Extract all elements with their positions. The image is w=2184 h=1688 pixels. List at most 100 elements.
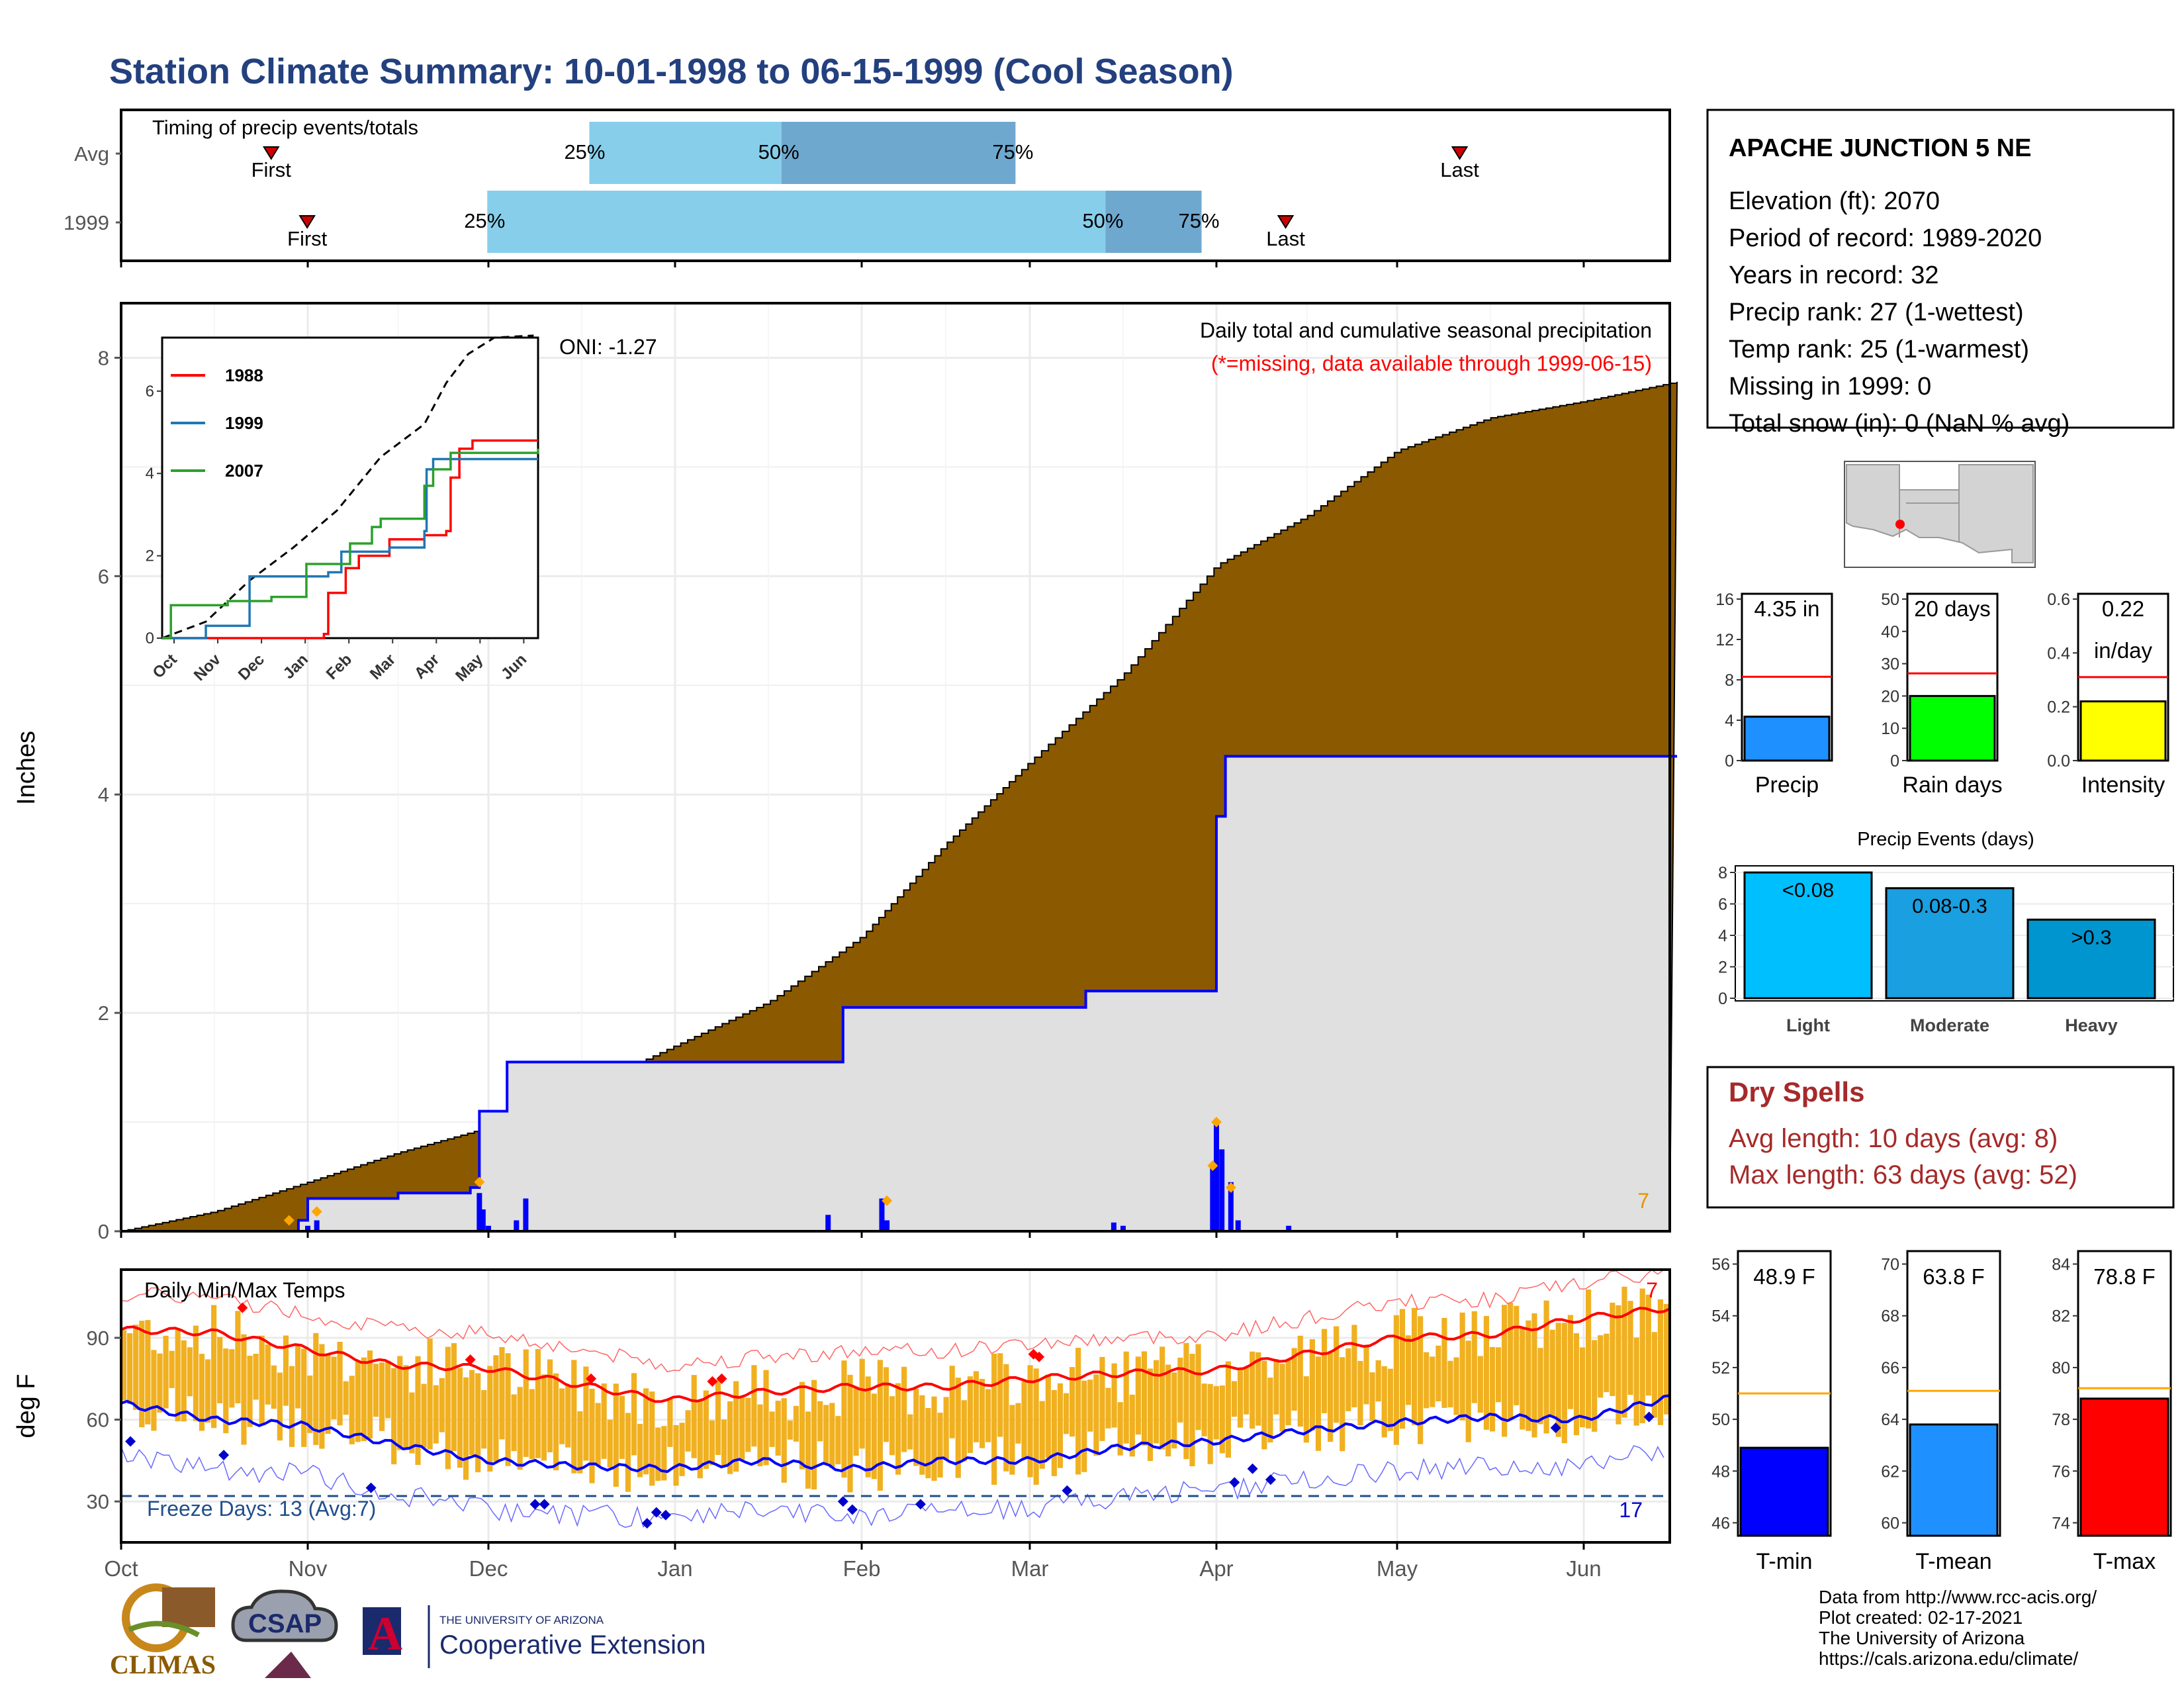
daily-temp-bar: [169, 1350, 175, 1388]
precip-ytick-label: 2: [98, 1002, 109, 1025]
daily-temp-bar: [217, 1336, 223, 1403]
daily-temp-bar: [853, 1386, 859, 1456]
daily-temp-bar: [505, 1353, 511, 1466]
events-ytick-label: 4: [1718, 927, 1727, 945]
daily-temp-bar: [313, 1333, 319, 1445]
daily-temp-bar: [1489, 1346, 1496, 1432]
daily-temp-bar: [235, 1311, 241, 1403]
month-label: May: [1377, 1556, 1418, 1581]
daily-temp-bar: [823, 1405, 829, 1464]
precip-event-marker: [1207, 1160, 1218, 1172]
daily-temp-bar: [541, 1374, 547, 1461]
daily-temp-bar: [547, 1359, 553, 1452]
daily-temp-bar: [757, 1404, 763, 1467]
daily-temp-bar: [1297, 1335, 1303, 1427]
daily-temp-bar: [397, 1356, 403, 1450]
daily-temp-bar: [529, 1389, 535, 1460]
inset-series-line: [162, 448, 539, 639]
record-low-marker: [837, 1496, 848, 1507]
daily-temp-bar: [1165, 1364, 1171, 1457]
mini-bar-chart: 4.35 in 0 4 8 12 16 Precip: [1715, 590, 1833, 798]
daily-precip-bar: [305, 1225, 310, 1231]
temp-bar-ytick-label: 76: [2052, 1462, 2070, 1481]
record-low-marker: [1550, 1422, 1561, 1433]
last-label: Last: [1266, 227, 1305, 250]
temp-bar-label: T-mean: [1915, 1549, 1991, 1574]
daily-temp-bar: [955, 1378, 961, 1478]
daily-temp-bar: [451, 1343, 457, 1452]
daily-temp-bar: [835, 1416, 841, 1465]
station-info-line: Elevation (ft): 2070: [1729, 187, 1940, 215]
p50-label: 50%: [1082, 209, 1123, 232]
daily-precip-bar: [1214, 1122, 1219, 1231]
footer-credits: Data from http://www.rcc-acis.org/ Plot …: [1819, 1587, 2097, 1669]
daily-temp-bar: [1351, 1325, 1357, 1407]
daily-temp-bar: [1285, 1359, 1291, 1426]
daily-temp-bar: [139, 1321, 145, 1428]
daily-temp-bar: [1412, 1307, 1418, 1425]
daily-temp-bar: [865, 1376, 871, 1477]
daily-temp-bar: [151, 1350, 157, 1431]
daily-temp-bar: [1639, 1288, 1645, 1423]
daily-temp-bar: [649, 1391, 655, 1486]
first-label: First: [287, 227, 328, 250]
daily-temp-bar: [919, 1395, 925, 1475]
timing-bar-low: [589, 122, 782, 184]
daily-temp-bar: [229, 1349, 235, 1408]
precip-event-marker: [1211, 1117, 1222, 1128]
record-high-marker: [707, 1376, 718, 1387]
record-high-marker: [1034, 1351, 1045, 1362]
mini-bar-ytick-label: 40: [1881, 623, 1899, 641]
daily-temp-bar: [1027, 1365, 1033, 1477]
inset-ytick-label: 6: [146, 383, 154, 400]
daily-temp-bar: [1435, 1345, 1441, 1401]
record-low-marker: [1062, 1485, 1073, 1496]
daily-temp-bar: [361, 1357, 367, 1441]
mini-bar-value: [1743, 716, 1831, 762]
daily-temp-bar: [1195, 1344, 1201, 1430]
daily-temp-bar: [247, 1356, 253, 1427]
daily-temp-bar: [709, 1420, 715, 1466]
daily-temp-bar: [1033, 1368, 1039, 1485]
precip-frame: [120, 302, 1671, 1233]
daily-temp-bar: [871, 1393, 877, 1479]
daily-temp-bar: [883, 1367, 889, 1442]
daily-temp-bar: [223, 1348, 229, 1434]
month-label: Feb: [843, 1556, 881, 1581]
daily-temp-bar: [427, 1338, 433, 1450]
daily-temp-bar: [535, 1348, 541, 1458]
daily-temp-bar: [637, 1424, 643, 1477]
daily-temp-bar: [1555, 1323, 1561, 1437]
temp-bar-ytick-label: 70: [1881, 1256, 1899, 1274]
daily-temp-bar: [913, 1388, 919, 1466]
daily-temp-bar: [1328, 1352, 1334, 1442]
dry-spells-title: Dry Spells: [1729, 1076, 1864, 1107]
temp-bar-ytick-label: 66: [1881, 1359, 1899, 1378]
daily-temp-bar: [1357, 1360, 1363, 1426]
record-low-marker: [1643, 1411, 1655, 1423]
daily-temp-bar: [319, 1344, 325, 1449]
daily-temp-bar: [1009, 1405, 1015, 1475]
precip-ytick-label: 0: [98, 1220, 109, 1243]
timing-panel: Timing of precip events/totals Avg 25% 50%…: [64, 109, 1671, 267]
daily-temp-bar: [763, 1370, 769, 1466]
events-ytick-label: 8: [1718, 864, 1727, 882]
daily-temp-bar: [403, 1365, 409, 1449]
daily-temp-bar: [1657, 1299, 1664, 1425]
daily-temp-bar: [1418, 1316, 1424, 1444]
daily-temp-bar: [205, 1359, 211, 1423]
daily-precip-bar: [1235, 1220, 1241, 1231]
daily-temp-bar: [1267, 1378, 1273, 1443]
university-of-arizona-logo: A THE UNIVERSITY OF ARIZONA Cooperative …: [363, 1605, 705, 1668]
legend-label: 1988: [225, 365, 263, 385]
daily-temp-bar: [241, 1334, 247, 1445]
daily-precip-bar: [486, 1225, 491, 1231]
p75-label: 75%: [1179, 209, 1220, 232]
p25-label: 25%: [564, 140, 605, 164]
mini-bar-ytick-label: 0.2: [2047, 698, 2070, 717]
temp-bar-ytick-label: 60: [1881, 1514, 1899, 1532]
avg-min-line: [120, 1394, 1670, 1474]
inset-ytick-label: 0: [146, 630, 154, 647]
daily-temp-bar: [1117, 1402, 1123, 1456]
